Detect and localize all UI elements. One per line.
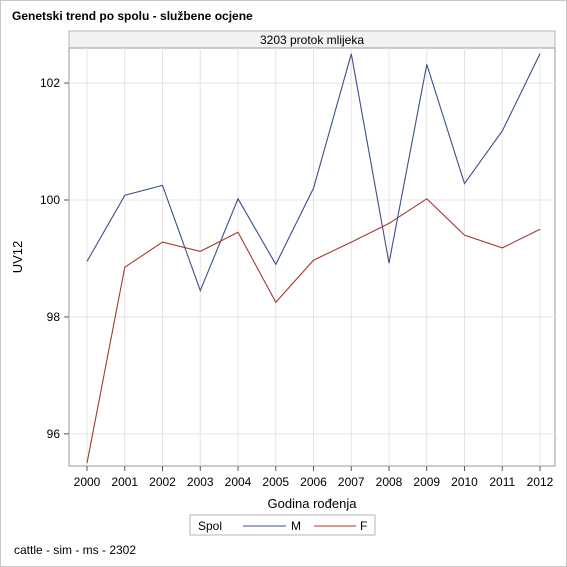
series-layer [86, 53, 541, 464]
panel-header-label: 3203 protok mlijeka [260, 33, 364, 47]
grid-layer [69, 48, 555, 466]
y-tick-label: 96 [47, 427, 61, 441]
x-tick-label: 2009 [413, 475, 440, 489]
x-tick-label: 2010 [451, 475, 478, 489]
x-tick-label: 2008 [376, 475, 403, 489]
x-tick-label: 2001 [111, 475, 138, 489]
x-tick-label: 2002 [149, 475, 176, 489]
x-tick-label: 2012 [527, 475, 554, 489]
y-axis-title: UV12 [10, 241, 25, 274]
legend-title: Spol [198, 519, 222, 533]
y-tick-label: 102 [40, 76, 60, 90]
x-tick-label: 2006 [300, 475, 327, 489]
axis-layer: 2000 2001 2002 2003 2004 2005 2006 2007 2008 2009… [40, 76, 554, 489]
y-tick-label: 100 [40, 193, 60, 207]
series-line-m [86, 53, 541, 293]
x-tick-label: 2005 [262, 475, 289, 489]
x-tick-label: 2007 [338, 475, 365, 489]
series-line-f [86, 198, 541, 464]
x-tick-label: 2011 [489, 475, 515, 489]
legend-label-m: M [291, 519, 301, 533]
legend-label-f: F [360, 519, 367, 533]
chart-title: Genetski trend po spolu - službene ocjen… [12, 9, 253, 23]
x-axis-title: Godina rođenja [268, 496, 358, 511]
x-tick-label: 2000 [74, 475, 101, 489]
footnote: cattle - sim - ms - 2302 [14, 543, 137, 557]
y-tick-label: 98 [47, 310, 61, 324]
x-tick-label: 2003 [187, 475, 214, 489]
plot-area [68, 47, 556, 467]
legend-box [189, 514, 376, 536]
x-tick-label: 2004 [225, 475, 252, 489]
